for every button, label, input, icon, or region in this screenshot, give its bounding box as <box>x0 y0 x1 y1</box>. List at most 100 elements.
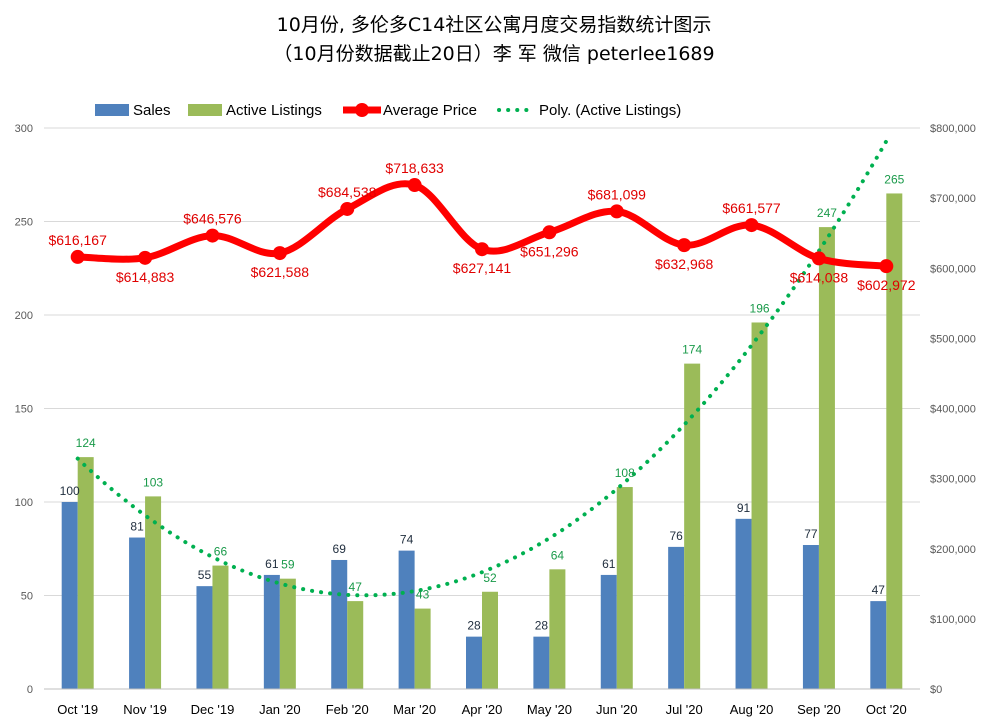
right-tick-label: $100,000 <box>930 614 976 626</box>
sales-bar <box>398 550 415 689</box>
legend-label: Active Listings <box>226 102 322 119</box>
x-tick-label: Apr '20 <box>462 702 503 717</box>
active-listings-bar <box>751 322 768 689</box>
sales-bar <box>802 545 819 689</box>
average-price-marker <box>542 225 557 240</box>
right-tick-label: $300,000 <box>930 474 976 486</box>
average-price-marker <box>811 251 826 266</box>
average-price-label: $646,576 <box>183 211 242 227</box>
average-price-label: $661,577 <box>722 200 781 216</box>
sales-bar <box>466 636 482 689</box>
active-listings-bar <box>886 193 903 689</box>
sales-value-label: 28 <box>535 619 549 633</box>
legend: Sales Active Listings Average Price Poly. (… <box>95 102 681 119</box>
sales-value-label: 74 <box>400 533 414 547</box>
x-tick-label: Oct '19 <box>57 702 98 717</box>
sales-value-label: 61 <box>602 557 616 571</box>
active-listings-value-label: 247 <box>817 206 837 220</box>
active-listings-bar <box>279 578 296 689</box>
sales-value-label: 69 <box>333 542 347 556</box>
left-tick-label: 50 <box>21 591 33 603</box>
active-listings-bar <box>77 457 94 689</box>
x-axis: Oct '19 Nov '19 Dec '19 Jan '20 Feb '20 Mar '… <box>44 688 920 717</box>
average-price-marker <box>272 246 287 261</box>
average-price-label: $616,167 <box>48 232 107 248</box>
sales-bar <box>600 574 617 689</box>
active-listings-bar <box>212 565 229 689</box>
average-price-marker <box>677 238 692 253</box>
right-axis: $0 $100,000 $200,000 $300,000 $400,000 $500,0… <box>930 123 976 696</box>
sales-bar <box>61 502 78 689</box>
bars <box>61 193 903 690</box>
active-listings-bar <box>616 487 633 689</box>
active-listings-value-label: 196 <box>750 301 770 315</box>
right-tick-label: $200,000 <box>930 544 976 556</box>
chart-subtitle: （10月份数据截止20日）李 军 微信 peterlee1689 <box>273 43 714 65</box>
average-price-marker <box>475 242 489 257</box>
x-tick-label: Oct '20 <box>866 702 907 717</box>
x-tick-label: Sep '20 <box>797 702 841 717</box>
average-price-label: $681,099 <box>588 186 647 202</box>
sales-value-label: 76 <box>669 529 683 543</box>
sales-value-label: 81 <box>130 520 144 534</box>
average-price-label: $627,141 <box>453 260 512 276</box>
average-price-marker <box>609 204 624 219</box>
active-listings-value-label: 108 <box>615 466 635 480</box>
sales-bar <box>870 601 887 689</box>
sales-value-label: 100 <box>60 484 80 498</box>
left-tick-label: 0 <box>27 684 33 696</box>
x-tick-label: Nov '19 <box>123 702 167 717</box>
right-tick-label: $700,000 <box>930 193 976 205</box>
trendline <box>75 139 889 598</box>
left-tick-label: 200 <box>15 310 33 322</box>
x-tick-label: May '20 <box>527 702 572 717</box>
sales-bar <box>196 586 213 689</box>
left-tick-label: 300 <box>15 123 33 135</box>
sales-bar <box>129 537 146 689</box>
right-tick-label: $400,000 <box>930 404 976 416</box>
legend-swatch-marker <box>355 103 369 117</box>
left-tick-label: 100 <box>15 497 33 509</box>
active-listings-value-label: 64 <box>551 548 565 562</box>
x-tick-label: Jul '20 <box>666 702 703 717</box>
legend-label: Poly. (Active Listings) <box>539 102 681 119</box>
right-tick-label: $0 <box>930 684 942 696</box>
x-tick-label: Dec '19 <box>191 702 235 717</box>
active-listings-bar <box>482 591 498 689</box>
average-price-label: $614,883 <box>116 269 175 285</box>
x-tick-label: Feb '20 <box>326 702 369 717</box>
average-price-label: $602,972 <box>857 277 916 293</box>
active-listings-bar <box>684 363 701 689</box>
active-listings-bar <box>145 496 162 689</box>
price-line <box>70 178 894 274</box>
polynomial-trendline <box>75 139 889 598</box>
sales-bar <box>735 518 752 689</box>
active-listings-value-label: 59 <box>281 558 295 572</box>
x-tick-label: Aug '20 <box>730 702 774 717</box>
sales-value-label: 55 <box>198 568 212 582</box>
active-listings-bar <box>549 569 566 689</box>
left-tick-label: 250 <box>15 217 33 229</box>
sales-value-label: 47 <box>872 583 886 597</box>
sales-value-label: 77 <box>804 527 818 541</box>
average-price-label: $621,588 <box>251 264 310 280</box>
active-listings-value-label: 47 <box>349 580 363 594</box>
right-tick-label: $800,000 <box>930 123 976 135</box>
average-price-marker <box>205 228 220 243</box>
sales-value-label: 28 <box>467 619 481 633</box>
sales-bar <box>331 559 348 689</box>
average-price-marker <box>744 218 759 233</box>
sales-value-label: 91 <box>737 501 751 515</box>
legend-label: Average Price <box>383 102 477 119</box>
right-tick-label: $600,000 <box>930 263 976 275</box>
average-price-label: $614,038 <box>790 269 849 285</box>
active-listings-value-label: 124 <box>76 436 96 450</box>
active-listings-value-label: 103 <box>143 475 163 489</box>
active-listings-value-label: 43 <box>416 588 430 602</box>
average-price-label: $651,296 <box>520 243 579 259</box>
average-price-label: $718,633 <box>385 160 444 176</box>
x-tick-label: Mar '20 <box>393 702 436 717</box>
active-listings-value-label: 52 <box>483 571 497 585</box>
